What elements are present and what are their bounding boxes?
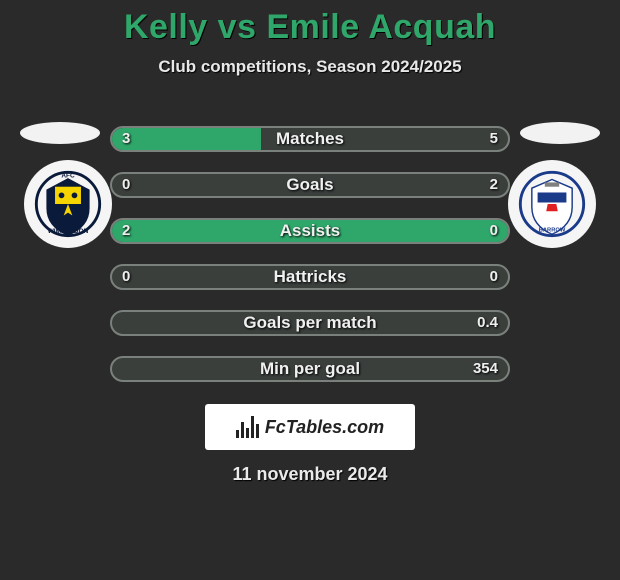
stat-bar-track — [110, 126, 510, 152]
stat-row: Min per goal 354 — [0, 346, 620, 392]
stat-value-right: 0 — [490, 264, 498, 290]
stat-value-right: 0.4 — [477, 310, 498, 336]
stat-value-right: 5 — [490, 126, 498, 152]
stat-bar-fill — [112, 128, 261, 150]
source-logo-text: FcTables.com — [265, 417, 384, 438]
stat-bar-track — [110, 218, 510, 244]
chart-icon — [236, 416, 259, 438]
club-crest-right: BARROW — [508, 160, 596, 248]
player2-name: Emile Acquah — [266, 8, 496, 46]
subtitle: Club competitions, Season 2024/2025 — [0, 57, 620, 77]
date-text: 11 november 2024 — [0, 464, 620, 485]
stat-value-left: 2 — [122, 218, 130, 244]
player1-name: Kelly — [124, 8, 208, 46]
stats-area: 3 Matches 5 WIMBLEDON AFC — [0, 116, 620, 485]
club-crest-left: WIMBLEDON AFC — [24, 160, 112, 248]
stat-row: WIMBLEDON AFC 0 Goals 2 BARROW — [0, 162, 620, 208]
svg-text:WIMBLEDON: WIMBLEDON — [48, 228, 89, 235]
source-logo: FcTables.com — [205, 404, 415, 450]
stat-value-right: 2 — [490, 172, 498, 198]
stat-bar-fill — [112, 220, 508, 242]
comparison-infographic: Kelly vs Emile Acquah Club competitions,… — [0, 8, 620, 580]
stat-row: Goals per match 0.4 — [0, 300, 620, 346]
stat-bar-track — [110, 264, 510, 290]
stat-bar-track — [110, 310, 510, 336]
stat-row: 0 Hattricks 0 — [0, 254, 620, 300]
stat-value-right: 354 — [473, 356, 498, 382]
nationality-flag-left — [20, 122, 100, 144]
stat-bar-track — [110, 356, 510, 382]
stat-value-left: 0 — [122, 172, 130, 198]
stat-value-left: 0 — [122, 264, 130, 290]
stat-row: 3 Matches 5 — [0, 116, 620, 162]
vs-text: vs — [218, 8, 257, 46]
svg-text:BARROW: BARROW — [539, 227, 566, 233]
stat-value-right: 0 — [490, 218, 498, 244]
page-title: Kelly vs Emile Acquah — [0, 8, 620, 47]
svg-text:AFC: AFC — [61, 172, 75, 179]
nationality-flag-right — [520, 122, 600, 144]
stat-bar-track — [110, 172, 510, 198]
stat-value-left: 3 — [122, 126, 130, 152]
